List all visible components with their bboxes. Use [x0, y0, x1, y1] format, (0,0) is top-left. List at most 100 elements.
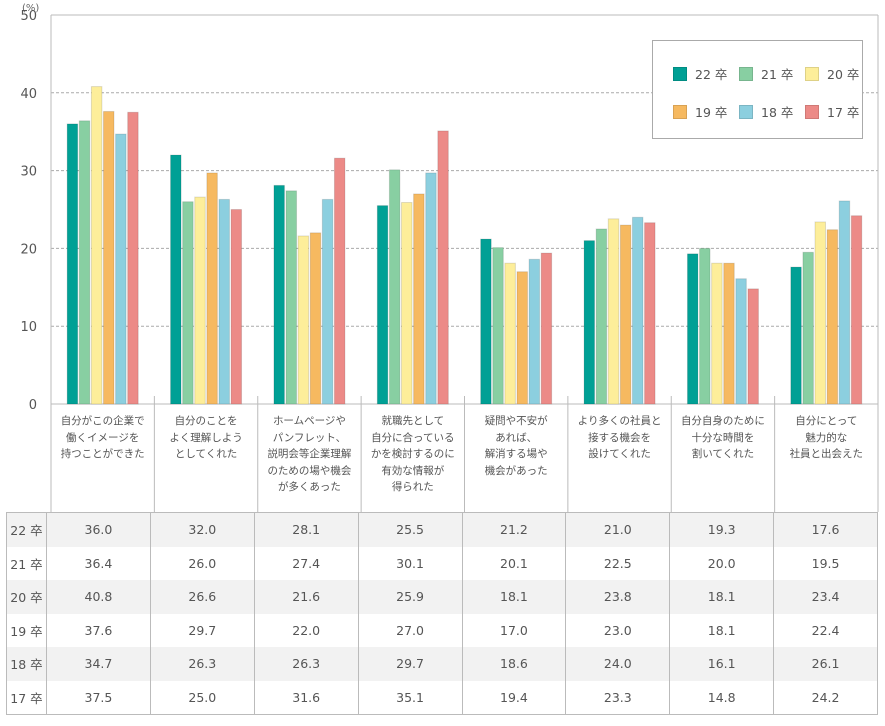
bar [790, 266, 802, 405]
legend-item: 18 卒 [739, 102, 793, 121]
y-tick-label: 50 [20, 9, 37, 24]
legend-swatch [673, 66, 687, 81]
category-label: 自分のことを よく理解しよう としてくれた [169, 415, 243, 460]
chart-legend: 22 卒 21 卒 20 卒 19 卒 18 卒 17 卒 [652, 40, 863, 139]
table-cell: 36.4 [46, 546, 151, 580]
legend-label: 20 卒 [827, 67, 860, 82]
table-cell: 32.0 [149, 512, 255, 547]
y-axis-unit-label: (%) [22, 3, 39, 14]
table-cell: 18.6 [461, 647, 566, 681]
category-label: より多くの社員と 接する機会を 設けてくれた [577, 415, 662, 460]
table-cell: 28.1 [253, 512, 359, 547]
category-label: ホームページや パンフレット、 説明会等企業理解 のための場や機会 が多くあった [267, 415, 352, 493]
row-label: 19 卒 [10, 623, 43, 639]
category-label: 自分自身のために 十分な時間を 割いてくれた [680, 415, 765, 460]
bar [413, 193, 425, 405]
bar-chart: (%) 0 10 20 30 40 50 [20, 3, 879, 512]
y-tick-label: 0 [29, 398, 37, 413]
legend-label: 21 卒 [761, 67, 794, 82]
table-cell: 22.4 [773, 613, 878, 647]
y-tick-label: 10 [20, 320, 37, 335]
bar [230, 209, 243, 405]
table-cell: 29.7 [149, 613, 255, 647]
table-cell: 25.9 [357, 580, 462, 614]
bar [78, 120, 91, 405]
bar [631, 216, 644, 405]
table-cell: 16.1 [669, 647, 774, 681]
table-cell: 40.8 [46, 580, 151, 614]
table-cell: 19.3 [669, 512, 774, 547]
bar [437, 130, 449, 405]
bar [102, 110, 115, 405]
table-cell: 17.0 [461, 613, 566, 647]
bar [516, 271, 528, 405]
legend-label: 19 卒 [695, 105, 728, 120]
table-cell: 26.3 [253, 647, 359, 681]
bar [747, 288, 759, 405]
table-cell: 22.5 [565, 546, 670, 580]
table-cell: 26.1 [773, 647, 878, 681]
bar [850, 215, 863, 405]
bar [297, 235, 310, 405]
table-cell: 23.8 [565, 580, 670, 614]
table-cell: 20.0 [669, 546, 774, 580]
table-cell: 26.3 [149, 647, 255, 681]
legend-label: 17 卒 [827, 105, 860, 120]
legend-label: 18 卒 [761, 105, 794, 120]
row-label: 18 卒 [6, 647, 47, 681]
bar [388, 169, 401, 405]
category-label: 自分がこの企業で 働くイメージを 持つことができた [60, 415, 145, 460]
bar [309, 232, 322, 405]
table-cell: 19.5 [773, 546, 878, 580]
y-tick-label: 20 [20, 242, 37, 257]
table-cell: 18.1 [669, 613, 774, 647]
legend-item: 17 卒 [805, 102, 859, 121]
table-cell: 19.4 [461, 680, 566, 715]
table-cell: 18.1 [461, 580, 566, 614]
bar [595, 228, 608, 405]
table-row: 21 卒 36.4 26.0 27.4 30.1 20.1 22.5 20.0 19.5 [7, 546, 878, 580]
bar [644, 222, 656, 405]
bar [170, 154, 182, 405]
table-row: 17 卒 37.5 25.0 31.6 35.1 19.4 23.3 14.8 24.2 [7, 680, 878, 715]
bar [607, 218, 620, 405]
bar [723, 262, 735, 405]
table-cell: 24.2 [773, 680, 878, 715]
bar [401, 201, 413, 405]
table-cell: 24.0 [565, 647, 670, 681]
table-row: 18 卒 34.7 26.3 26.3 29.7 18.6 24.0 16.1 26.1 [6, 647, 878, 681]
bar [711, 262, 723, 405]
bar [814, 221, 827, 405]
table-cell: 30.1 [357, 546, 462, 580]
bar [115, 133, 127, 405]
table-cell: 17.6 [773, 512, 878, 547]
table-cell: 36.0 [46, 512, 151, 547]
bar [206, 172, 218, 405]
table-cell: 23.3 [565, 680, 670, 715]
table-row: 22 卒 36.0 32.0 28.1 25.5 21.2 21.0 19.3 17.6 [6, 512, 878, 547]
table-cell: 35.1 [357, 680, 462, 715]
bar [802, 251, 814, 405]
row-label: 22 卒 [6, 512, 47, 547]
bar [273, 184, 285, 405]
table-cell: 27.4 [253, 546, 359, 580]
y-tick-label: 30 [20, 165, 37, 180]
table-cell: 25.0 [149, 680, 255, 715]
data-table: 22 卒 36.0 32.0 28.1 25.5 21.2 21.0 19.3 17.6 21 卒… [6, 512, 878, 715]
bar [735, 278, 747, 405]
row-label: 17 卒 [10, 690, 43, 706]
bar [686, 253, 699, 405]
bar [699, 247, 711, 405]
bar [182, 201, 194, 405]
bar [90, 86, 103, 405]
y-tick-label: 40 [20, 87, 37, 102]
bar [321, 198, 334, 405]
table-cell: 21.0 [565, 512, 670, 547]
table-row: 19 卒 37.6 29.7 22.0 27.0 17.0 23.0 18.1 22.4 [7, 613, 878, 647]
table-cell: 21.6 [253, 580, 359, 614]
table-cell: 31.6 [253, 680, 359, 715]
table-cell: 23.0 [565, 613, 670, 647]
table-cell: 20.1 [461, 546, 566, 580]
legend-swatch [805, 104, 819, 119]
legend-swatch [673, 104, 687, 119]
